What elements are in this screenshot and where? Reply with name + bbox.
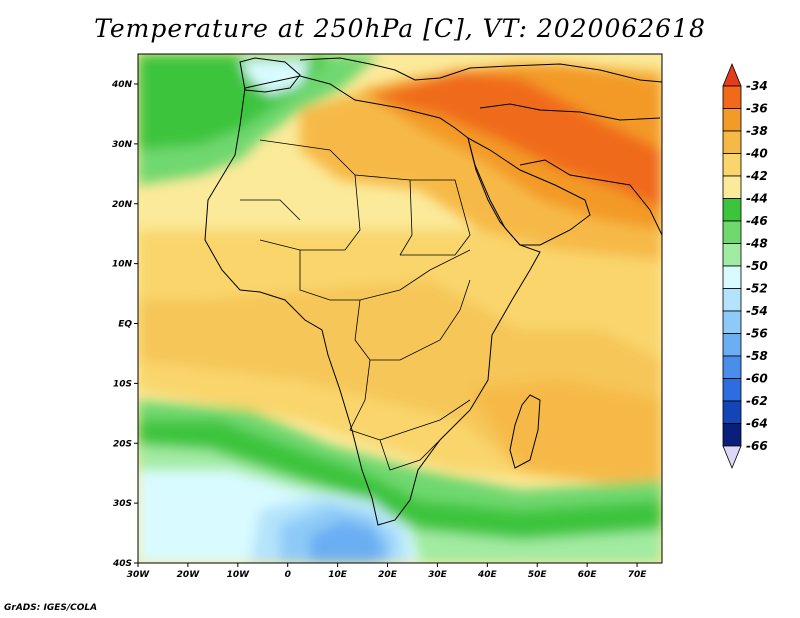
country-borders bbox=[240, 139, 471, 471]
map-frame bbox=[137, 53, 663, 564]
lon-tick-label: 20W bbox=[177, 570, 201, 580]
colorbar-label: -62 bbox=[746, 394, 768, 408]
temperature-field bbox=[138, 54, 662, 563]
lat-tick-label: 40N bbox=[111, 80, 133, 90]
colorbar-swatch bbox=[722, 355, 742, 379]
colorbar-label: -54 bbox=[746, 304, 768, 318]
colorbar-swatch bbox=[722, 175, 742, 199]
lon-tick-label: 10W bbox=[227, 570, 251, 580]
lat-tick-label: 30N bbox=[112, 140, 133, 150]
colorbar-label: -56 bbox=[746, 327, 768, 341]
lat-tick-label: 20S bbox=[113, 439, 132, 449]
lon-tick-label: 20E bbox=[378, 570, 398, 580]
lon-tick-label: 50E bbox=[528, 570, 548, 580]
colorbar-swatch bbox=[722, 130, 742, 154]
colorbar-swatch bbox=[722, 198, 742, 222]
lon-tick-label: 60E bbox=[578, 570, 598, 580]
grads-credit: GrADS: IGES/COLA bbox=[4, 603, 98, 613]
colorbar-swatch bbox=[722, 220, 742, 244]
lon-tick-label: 30E bbox=[428, 570, 448, 580]
longitude-ticks: 30W 20W 10W 0 10E 20E 30E 40E 50E 60E 70E bbox=[127, 563, 647, 580]
colorbar-label: -60 bbox=[746, 372, 768, 386]
colorbar-label: -52 bbox=[746, 282, 768, 296]
colorbar-swatch bbox=[722, 153, 742, 177]
lat-tick-label: EQ bbox=[118, 320, 132, 330]
lat-tick-label: 40S bbox=[112, 559, 132, 569]
lon-tick-label: 10E bbox=[328, 570, 348, 580]
colorbar-swatch bbox=[722, 400, 742, 424]
colorbar-label: -66 bbox=[746, 439, 768, 453]
lon-tick-label: 40E bbox=[477, 570, 498, 580]
coastline bbox=[204, 57, 662, 526]
colorbar-label: -36 bbox=[746, 102, 768, 116]
colorbar-swatch bbox=[722, 288, 742, 312]
colorbar-top-arrow bbox=[722, 62, 742, 87]
colorbar: -34 -36 -38 -40 -42 -44 -46 -48 -50 -52 -54 -56 -58 -… bbox=[722, 62, 768, 470]
colorbar-label: -64 bbox=[746, 417, 768, 431]
colorbar-label: -40 bbox=[746, 147, 768, 161]
colorbar-label: -44 bbox=[746, 192, 768, 206]
colorbar-label: -34 bbox=[746, 79, 768, 93]
lat-tick-label: 10N bbox=[112, 260, 133, 270]
colorbar-bottom-arrow bbox=[722, 445, 742, 470]
colorbar-swatch bbox=[722, 85, 742, 109]
colorbar-label: -42 bbox=[746, 169, 768, 183]
colorbar-swatch bbox=[722, 378, 742, 402]
colorbar-label: -50 bbox=[746, 259, 768, 273]
colorbar-swatch bbox=[722, 333, 742, 357]
lon-tick-label: 0 bbox=[285, 570, 291, 580]
lon-tick-label: 70E bbox=[628, 570, 648, 580]
colorbar-label: -38 bbox=[746, 124, 768, 138]
colorbar-swatch bbox=[722, 423, 742, 447]
colorbar-label: -46 bbox=[746, 214, 768, 228]
colorbar-label: -58 bbox=[746, 349, 768, 363]
colorbar-swatch bbox=[722, 265, 742, 289]
map-title: Temperature at 250hPa [C], VT: 202006261… bbox=[94, 14, 706, 43]
lat-tick-label: 30S bbox=[113, 499, 132, 509]
lon-tick-label: 30W bbox=[127, 570, 151, 580]
lat-tick-label: 10S bbox=[113, 379, 132, 389]
colorbar-swatch bbox=[722, 108, 742, 132]
lat-tick-label: 20N bbox=[112, 200, 133, 210]
colorbar-swatch bbox=[722, 310, 742, 334]
colorbar-label: -48 bbox=[746, 237, 768, 251]
latitude-ticks: 40N 30N 20N 10N EQ 10S 20S 30S 40S bbox=[111, 80, 138, 569]
colorbar-swatch bbox=[722, 243, 742, 267]
